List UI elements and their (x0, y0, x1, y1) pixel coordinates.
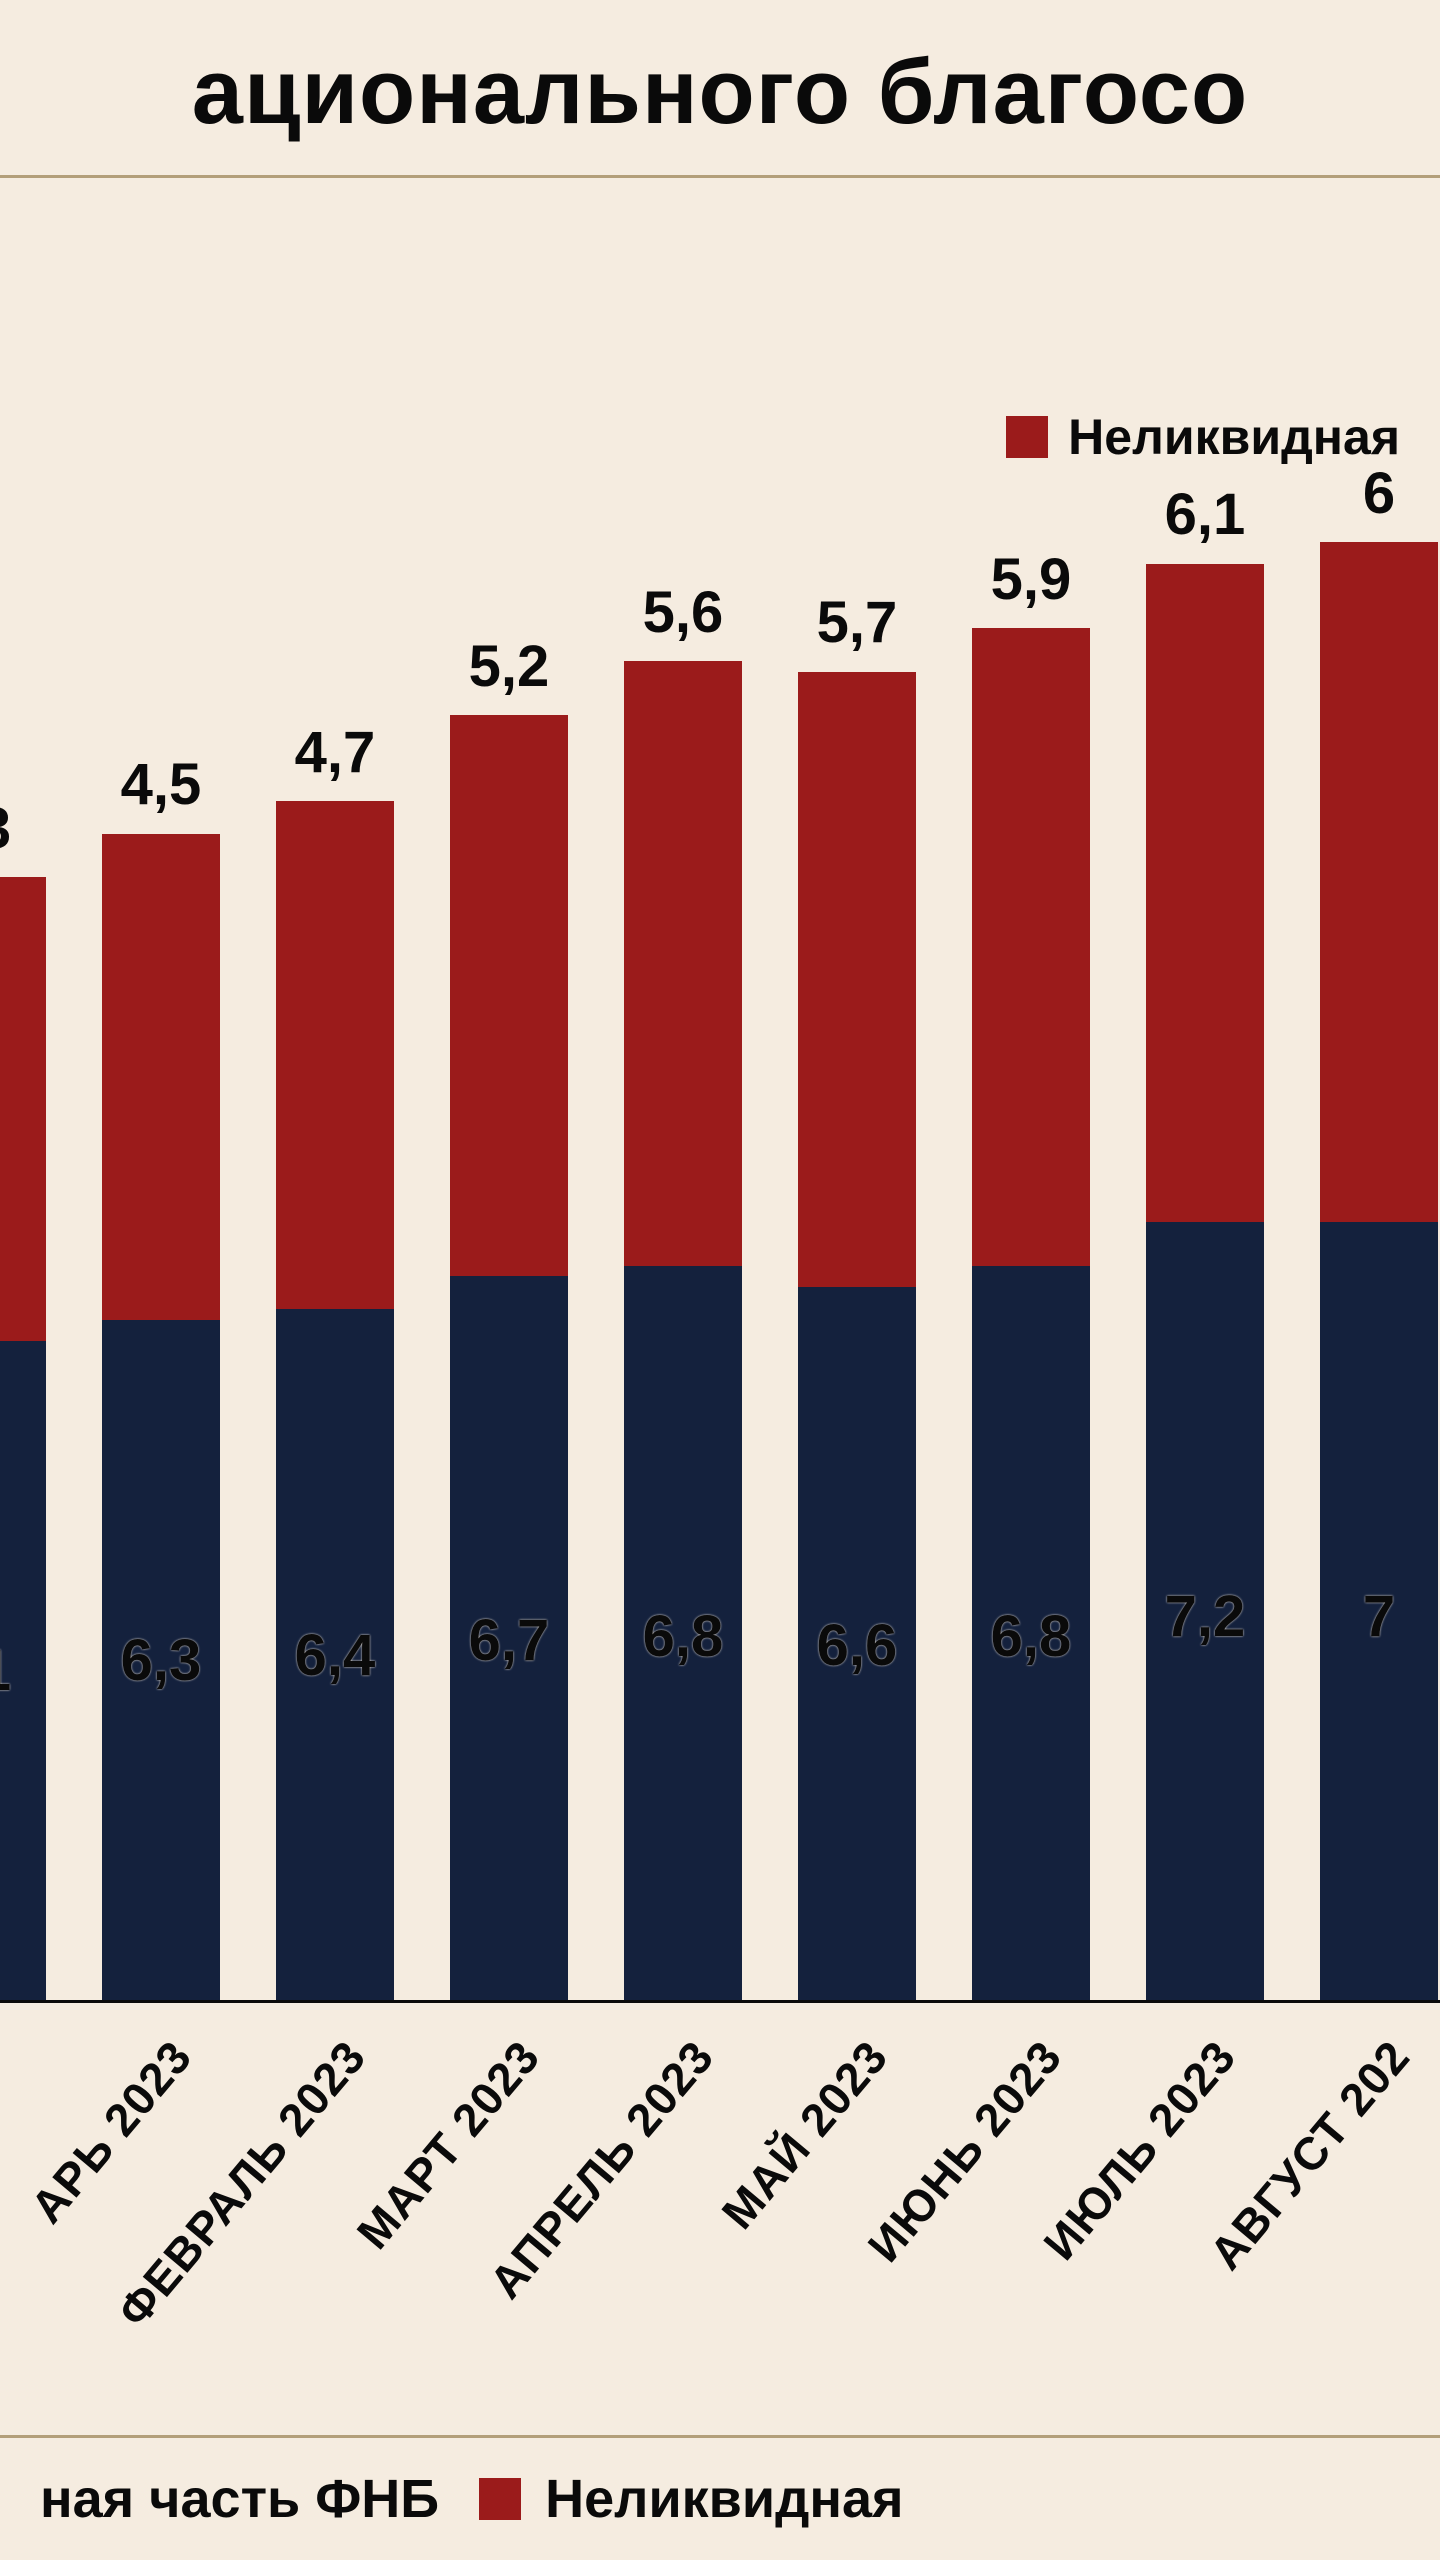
bar-column: 6,3 4,5 (74, 488, 248, 2000)
bar-value-top: 4,7 (295, 719, 376, 786)
bar-value-top: 5,7 (817, 589, 898, 656)
bar-value-top: 6 (1363, 460, 1395, 527)
bar-stack (1146, 564, 1264, 2000)
bar-column: 6,4 4,7 (248, 488, 422, 2000)
bars-container: ,1 ,3 6,3 4,5 6,4 4,7 6,7 5,2 6,8 5,6 6,6 5,7 6,8 5,9… (0, 488, 1440, 2000)
bar-column: 6,8 5,9 (944, 488, 1118, 2000)
bar-value-bottom: 7,2 (1165, 1583, 1246, 1650)
legend-bottom: ная часть ФНБ Неликвидная (0, 2435, 1440, 2560)
bar-value-bottom: 6,3 (121, 1627, 202, 1694)
x-axis-label: АПРЕЛЬ 2023 (596, 2010, 770, 2480)
bar-value-top: 5,9 (991, 546, 1072, 613)
legend-bottom-item1-label: ная часть ФНБ (40, 2468, 439, 2530)
bar-segment-illiquid (1146, 564, 1264, 1223)
bar-segment-illiquid (102, 834, 220, 1320)
bar-segment-illiquid (798, 672, 916, 1288)
bar-stack (0, 877, 46, 2000)
legend-top-label: Неликвидная (1068, 408, 1400, 466)
chart-title-area: ационального благосо (0, 0, 1440, 175)
bar-column: 7,26,1 (1118, 488, 1292, 2000)
bar-value-top: 5,6 (643, 579, 724, 646)
bar-stack (624, 661, 742, 2000)
legend-swatch-bottom (479, 2478, 521, 2520)
bar-stack (1320, 542, 1438, 2000)
bar-segment-illiquid (276, 801, 394, 1309)
bar-value-bottom: 6,8 (991, 1603, 1072, 1670)
bar-value-bottom: 7 (1363, 1583, 1395, 1650)
bar-value-bottom: 6,4 (295, 1622, 376, 1689)
bar-stack (276, 801, 394, 2000)
bar-value-top: 4,5 (121, 751, 202, 818)
legend-bottom-item2-label: Неликвидная (545, 2468, 903, 2530)
bar-value-top: ,3 (0, 795, 11, 862)
legend-bottom-item-2: Неликвидная (479, 2468, 903, 2530)
bar-value-top: 5,2 (469, 633, 550, 700)
chart-container: Неликвидная ,1 ,3 6,3 4,5 6,4 4,7 6,7 5,2 6,8 5,6… (0, 188, 1440, 2560)
plot-area: ,1 ,3 6,3 4,5 6,4 4,7 6,7 5,2 6,8 5,6 6,6 5,7 6,8 5,9… (0, 488, 1440, 2000)
bar-stack (798, 672, 916, 2000)
bar-segment-illiquid (972, 628, 1090, 1265)
bar-column: ,1 ,3 (0, 488, 74, 2000)
bar-value-bottom: 6,6 (817, 1612, 898, 1679)
legend-top: Неликвидная (1006, 408, 1400, 466)
bar-value-bottom: 6,7 (469, 1607, 550, 1674)
bar-column: 6,6 5,7 (770, 488, 944, 2000)
bar-segment-illiquid (624, 661, 742, 1266)
bar-segment-illiquid (1320, 542, 1438, 1222)
x-axis-label (0, 2010, 74, 2480)
bar-segment-illiquid (0, 877, 46, 1341)
bar-segment-illiquid (450, 715, 568, 1277)
x-axis-labels: АРЬ 2023ФЕВРАЛЬ 2023МАРТ 2023АПРЕЛЬ 2023… (0, 2010, 1440, 2480)
legend-bottom-item-1: ная часть ФНБ (40, 2468, 439, 2530)
legend-swatch-top (1006, 416, 1048, 458)
bar-column: 6,7 5,2 (422, 488, 596, 2000)
x-axis-line (0, 2000, 1440, 2003)
bar-value-bottom: 6,8 (643, 1603, 724, 1670)
bar-value-top: 6,1 (1165, 481, 1246, 548)
bar-value-bottom: ,1 (0, 1637, 11, 1704)
title-divider (0, 175, 1440, 178)
bar-column: 76 (1292, 488, 1440, 2000)
bar-stack (450, 715, 568, 2000)
bar-stack (972, 628, 1090, 2000)
x-axis-label: АВГУСТ 202 (1292, 2010, 1440, 2480)
chart-title: ационального благосо (192, 41, 1248, 143)
bar-stack (102, 834, 220, 2000)
bar-column: 6,8 5,6 (596, 488, 770, 2000)
